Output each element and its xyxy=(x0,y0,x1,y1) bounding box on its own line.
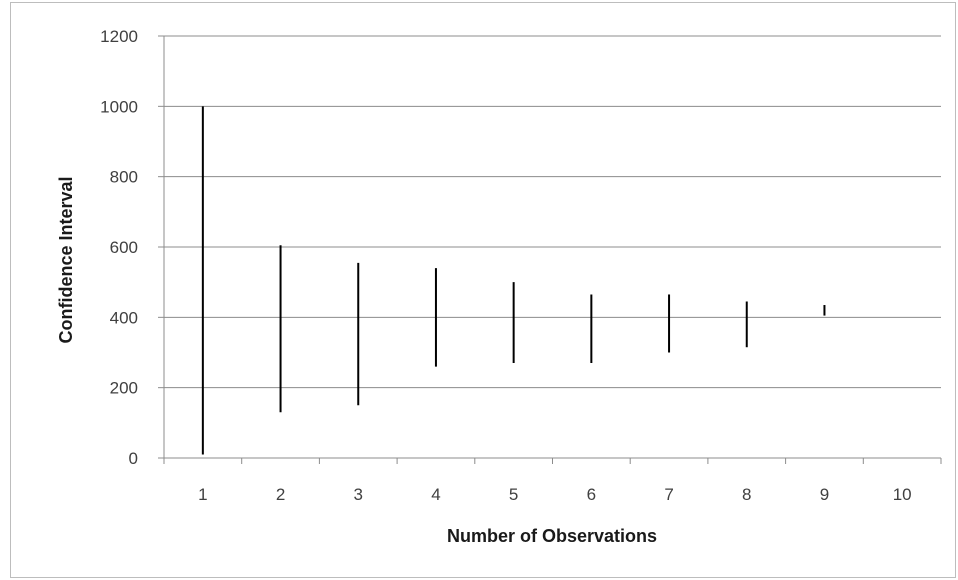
x-axis-title: Number of Observations xyxy=(447,526,657,546)
y-tick-label: 800 xyxy=(110,168,138,187)
x-tick-label: 2 xyxy=(276,485,285,504)
y-tick-label: 0 xyxy=(129,449,138,468)
y-tick-label: 600 xyxy=(110,238,138,257)
x-tick-label: 7 xyxy=(664,485,673,504)
x-tick-labels: 1 2 3 4 5 6 7 8 9 10 xyxy=(198,485,911,504)
chart-frame xyxy=(10,2,956,578)
x-tick-label: 8 xyxy=(742,485,751,504)
y-tick-label: 200 xyxy=(110,379,138,398)
y-tick-label: 1200 xyxy=(100,27,138,46)
gridlines xyxy=(164,35,941,389)
x-tick-label: 4 xyxy=(431,485,440,504)
x-tick-label: 10 xyxy=(893,485,912,504)
range-bars xyxy=(201,106,826,455)
x-tick-label: 6 xyxy=(587,485,596,504)
x-tick-label: 1 xyxy=(198,485,207,504)
x-tick-label: 5 xyxy=(509,485,518,504)
x-tick-label: 9 xyxy=(820,485,829,504)
y-tick-label: 400 xyxy=(110,308,138,327)
x-tick-label: 3 xyxy=(354,485,363,504)
axes xyxy=(158,35,942,464)
y-axis-title: Confidence Interval xyxy=(56,176,76,343)
y-tick-label: 1000 xyxy=(100,97,138,116)
y-tick-labels: 0 200 400 600 800 1000 1200 xyxy=(100,27,138,468)
